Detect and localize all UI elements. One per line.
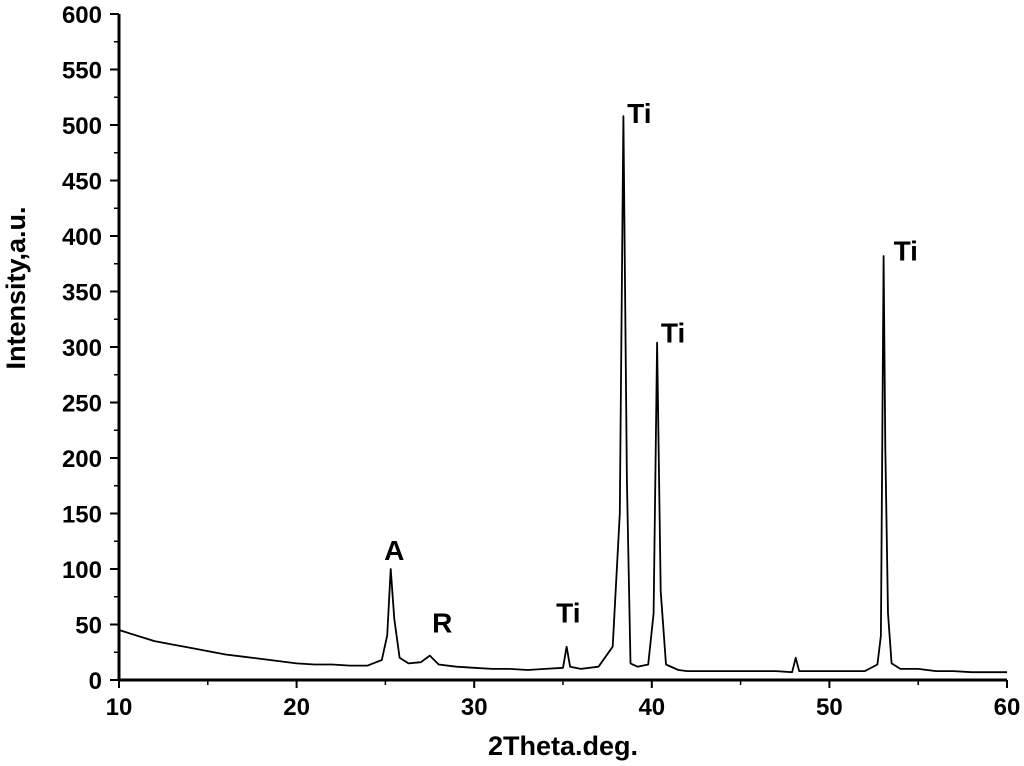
y-tick-label: 500 bbox=[62, 113, 102, 140]
annotations: A R Ti Ti Ti Ti bbox=[384, 98, 918, 638]
y-tick-label: 400 bbox=[62, 224, 102, 251]
y-tick-label: 50 bbox=[75, 613, 102, 640]
y-tick-label: 550 bbox=[62, 58, 102, 85]
x-tick-label: 60 bbox=[994, 694, 1021, 721]
ticks: 10 20 30 40 50 600501001502002503003504004505… bbox=[62, 2, 1020, 721]
y-tick-label: 0 bbox=[89, 668, 102, 695]
x-axis-title: 2Theta.deg. bbox=[488, 731, 638, 761]
x-tick-label: 10 bbox=[106, 694, 133, 721]
x-tick-label: 40 bbox=[638, 694, 665, 721]
y-tick-label: 600 bbox=[62, 2, 102, 29]
y-tick-label: 450 bbox=[62, 169, 102, 196]
axes bbox=[117, 14, 1007, 682]
peak-label: R bbox=[432, 607, 452, 638]
peak-label: Ti bbox=[627, 98, 651, 129]
peak-label: A bbox=[384, 535, 404, 566]
y-tick-label: 150 bbox=[62, 502, 102, 529]
y-axis-title: Intensity,a.u. bbox=[1, 206, 31, 369]
x-tick-label: 20 bbox=[283, 694, 310, 721]
x-tick-label: 30 bbox=[461, 694, 488, 721]
peak-label: Ti bbox=[894, 235, 918, 266]
y-tick-label: 350 bbox=[62, 280, 102, 307]
peak-label: Ti bbox=[556, 597, 580, 628]
y-tick-label: 250 bbox=[62, 391, 102, 418]
x-tick-label: 50 bbox=[816, 694, 843, 721]
plot-area bbox=[118, 115, 1007, 674]
y-tick-label: 100 bbox=[62, 557, 102, 584]
y-tick-label: 300 bbox=[62, 335, 102, 362]
peak-label: Ti bbox=[661, 318, 685, 349]
xrd-pattern-line bbox=[118, 115, 1007, 674]
y-tick-label: 200 bbox=[62, 446, 102, 473]
